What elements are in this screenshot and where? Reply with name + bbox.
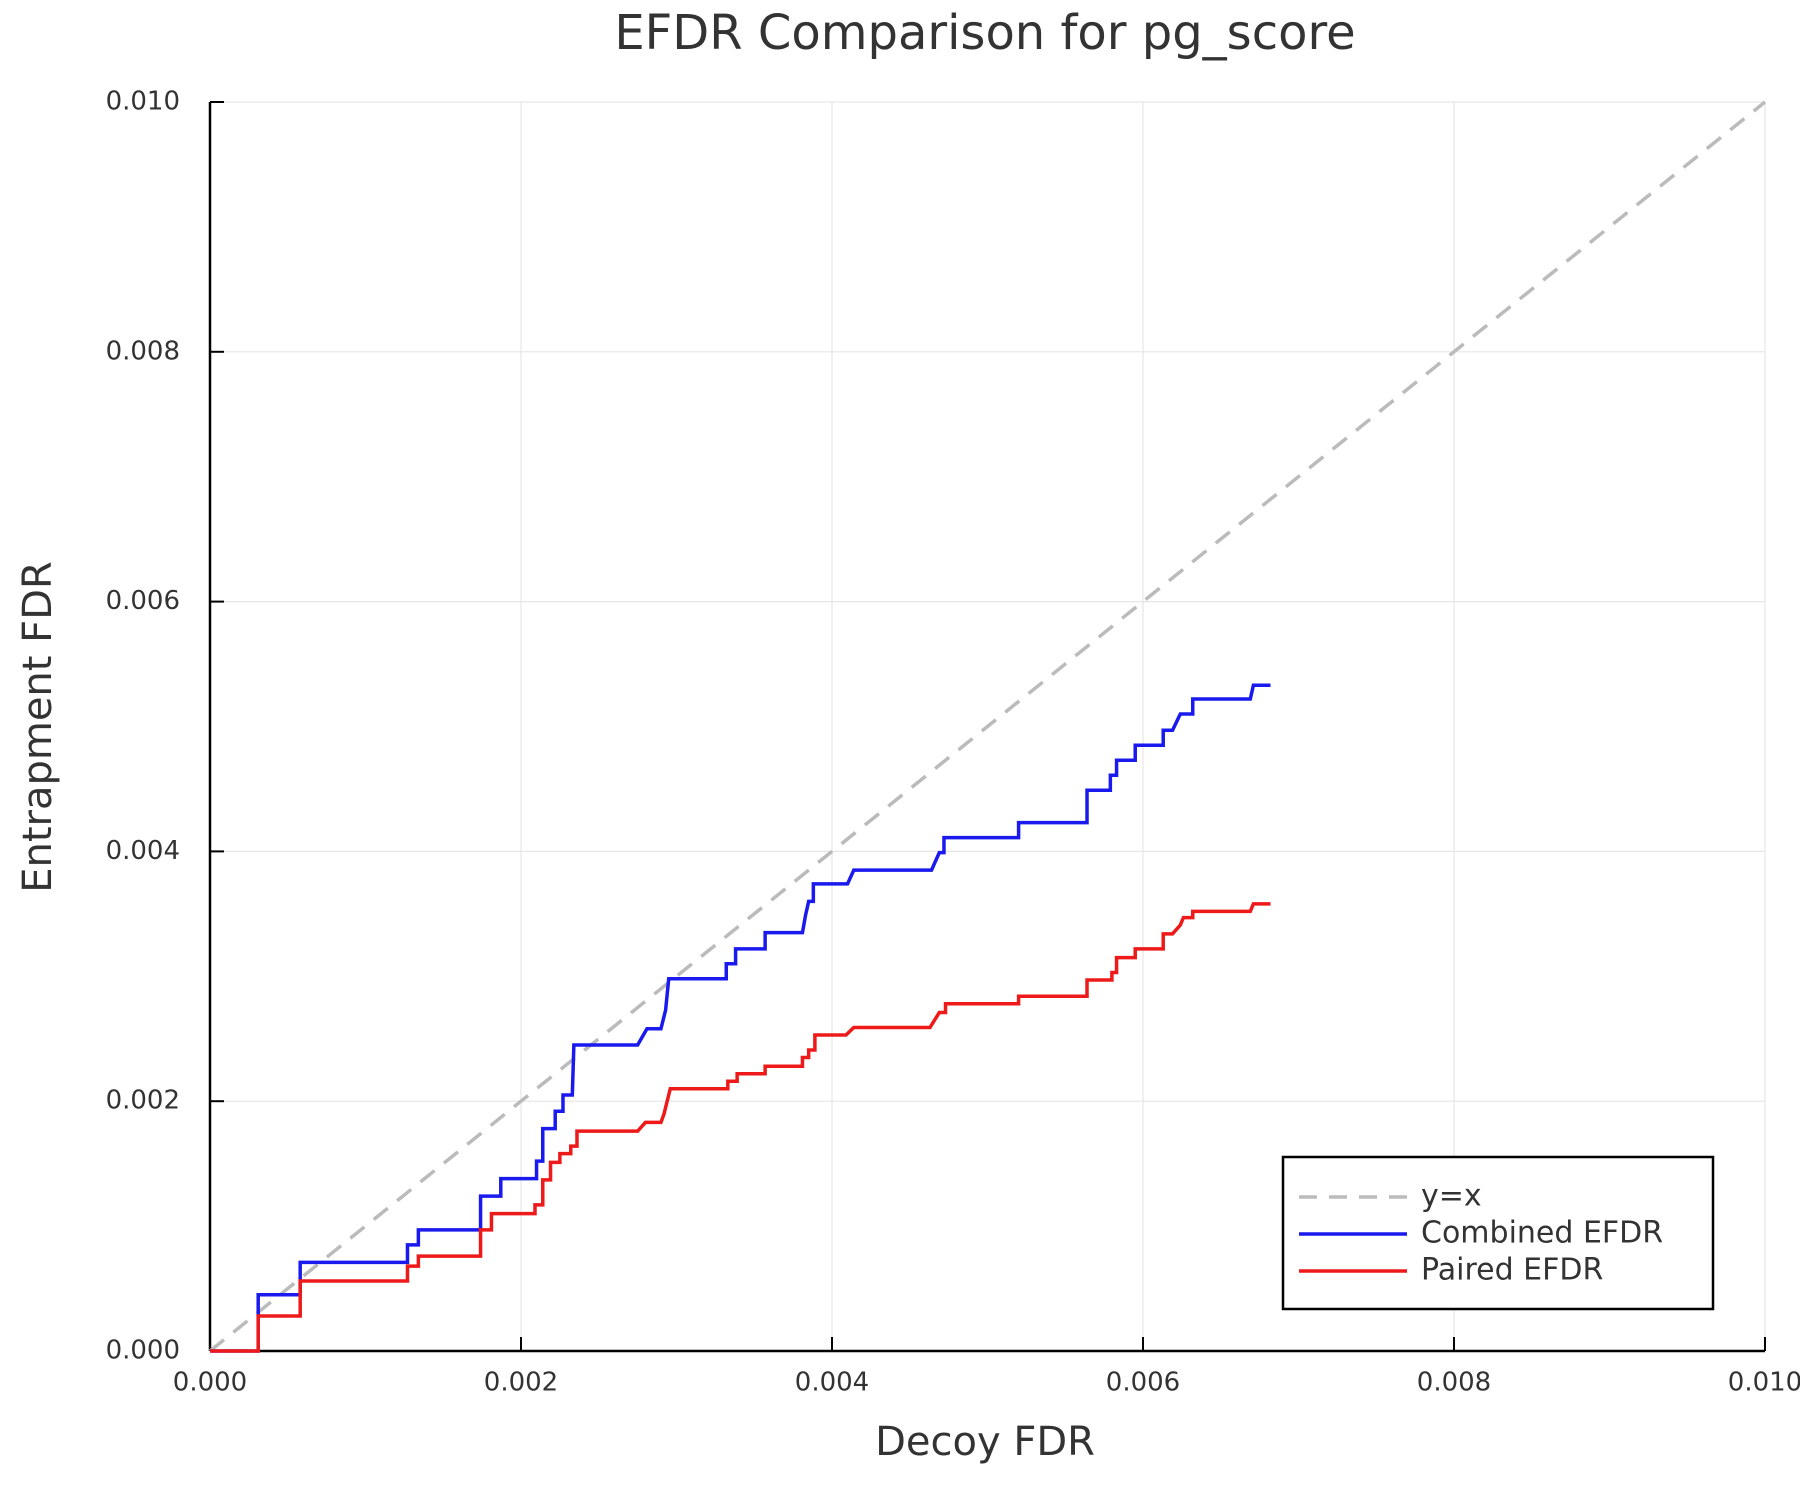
legend-label: Combined EFDR bbox=[1421, 1216, 1663, 1251]
y-tick-label: 0.008 bbox=[106, 336, 180, 366]
legend-label: y=x bbox=[1421, 1179, 1482, 1214]
series-line bbox=[210, 902, 1271, 1353]
x-tick-label: 0.010 bbox=[1728, 1368, 1800, 1398]
series-line bbox=[208, 100, 1767, 1353]
x-tick-label: 0.008 bbox=[1417, 1368, 1491, 1398]
y-tick-label: 0.004 bbox=[106, 836, 180, 866]
series-line bbox=[210, 683, 1271, 1353]
x-tick-label: 0.006 bbox=[1106, 1368, 1180, 1398]
x-axis-label: Decoy FDR bbox=[875, 1419, 1095, 1465]
y-tick-label: 0.010 bbox=[106, 87, 180, 117]
y-axis-label: Entrapment FDR bbox=[15, 561, 61, 893]
x-tick-label: 0.000 bbox=[173, 1368, 247, 1398]
legend-label: Paired EFDR bbox=[1421, 1253, 1603, 1288]
y-tick-label: 0.002 bbox=[106, 1086, 180, 1116]
x-tick-label: 0.004 bbox=[795, 1368, 869, 1398]
x-tick-label: 0.002 bbox=[484, 1368, 558, 1398]
y-tick-label: 0.006 bbox=[106, 586, 180, 616]
y-tick-label: 0.000 bbox=[106, 1336, 180, 1366]
chart-title: EFDR Comparison for pg_score bbox=[614, 5, 1355, 61]
